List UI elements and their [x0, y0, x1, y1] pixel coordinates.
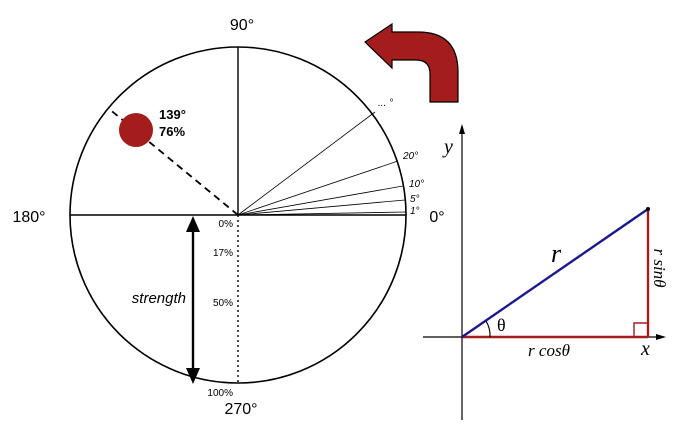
x-axis-arrowhead — [656, 334, 666, 340]
label-90: 90° — [230, 17, 254, 34]
adjacent-label: r cosθ — [528, 341, 570, 360]
ray-5deg — [237, 199, 406, 216]
angle-arc — [485, 320, 491, 338]
tick-more: ... ° — [378, 98, 393, 109]
hypotenuse — [461, 208, 649, 338]
ray-20deg — [237, 160, 399, 216]
data-point — [119, 113, 153, 147]
ray-1deg — [237, 211, 407, 216]
point-dashed-line — [107, 107, 239, 216]
tick-10deg: 10° — [409, 179, 424, 190]
tick-50pct: 50% — [213, 298, 233, 309]
label-180: 180° — [12, 209, 45, 226]
strength-arrowhead-down — [186, 368, 200, 384]
triangle-figure: y x r θ r cosθ r sinθ — [423, 124, 669, 420]
label-0: 0° — [429, 209, 444, 226]
tick-1deg: 1° — [410, 206, 420, 217]
tick-100pct: 100% — [207, 388, 233, 399]
right-angle-marker — [633, 322, 648, 337]
tick-17pct: 17% — [213, 248, 233, 259]
tick-0pct: 0% — [219, 219, 234, 230]
hypotenuse-label: r — [551, 239, 562, 268]
polar-wheel: 90° 180° 0° 270° 1° 5° 10° 20° ... ° 0% … — [12, 17, 444, 418]
y-axis-arrowhead — [459, 124, 465, 134]
vertex-point — [646, 207, 650, 211]
strength-arrowhead-up — [186, 216, 200, 232]
x-axis-label: x — [640, 338, 650, 360]
tick-5deg: 5° — [410, 194, 420, 205]
tick-20deg: 20° — [402, 151, 418, 162]
label-270: 270° — [224, 401, 257, 418]
strength-label: strength — [132, 290, 186, 307]
curved-arrow-icon — [364, 22, 459, 103]
opposite-label: r sinθ — [650, 248, 669, 287]
ray-10deg — [237, 185, 404, 216]
point-strength-label: 76% — [159, 124, 185, 139]
ray-more — [237, 111, 376, 216]
angle-label: θ — [497, 315, 506, 335]
y-axis-label: y — [442, 136, 453, 158]
point-angle-label: 139° — [159, 107, 186, 122]
